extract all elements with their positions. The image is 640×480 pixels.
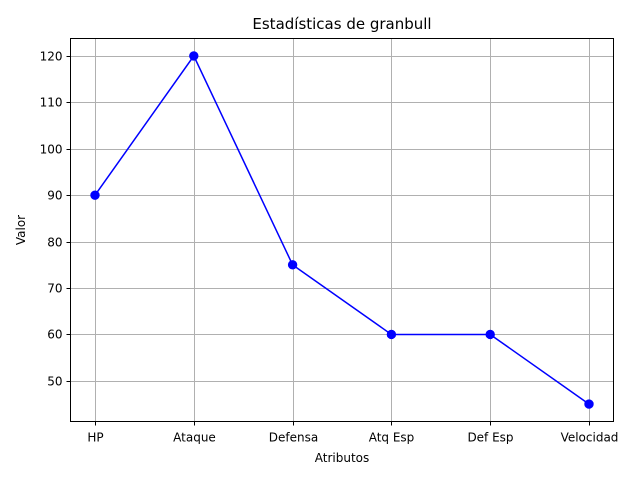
x-axis-label: Atributos xyxy=(315,451,370,465)
chart-title: Estadísticas de granbull xyxy=(252,15,431,33)
x-tick-label: Velocidad xyxy=(561,431,619,445)
x-tick-label: Ataque xyxy=(173,431,216,445)
y-tick-label: 50 xyxy=(47,375,62,389)
data-point-hp xyxy=(90,190,100,200)
y-tick-label: 100 xyxy=(40,143,63,157)
y-tick-label: 90 xyxy=(47,189,62,203)
y-tick-label: 110 xyxy=(40,96,63,110)
y-tick-label: 60 xyxy=(47,328,62,342)
x-tick-label: Def Esp xyxy=(467,431,513,445)
y-tick-label: 70 xyxy=(47,282,62,296)
ticks: HP Ataque Defensa Atq Esp Def Esp Velocidad 50… xyxy=(40,50,619,445)
x-tick-label: Defensa xyxy=(269,431,318,445)
x-tick-label: HP xyxy=(87,431,103,445)
y-axis-label: Valor xyxy=(14,215,28,245)
series-layer xyxy=(90,51,594,409)
y-tick-label: 80 xyxy=(47,236,62,250)
x-tick-label: Atq Esp xyxy=(369,431,415,445)
data-point-def-esp xyxy=(485,329,495,340)
series-line xyxy=(94,54,590,405)
data-point-velocidad xyxy=(584,399,594,409)
y-tick-label: 120 xyxy=(40,50,63,64)
data-point-ataque xyxy=(189,51,199,61)
data-point-atq-esp xyxy=(386,329,397,340)
grid xyxy=(70,38,614,422)
data-point-defensa xyxy=(287,260,298,270)
plot-frame xyxy=(70,38,614,422)
